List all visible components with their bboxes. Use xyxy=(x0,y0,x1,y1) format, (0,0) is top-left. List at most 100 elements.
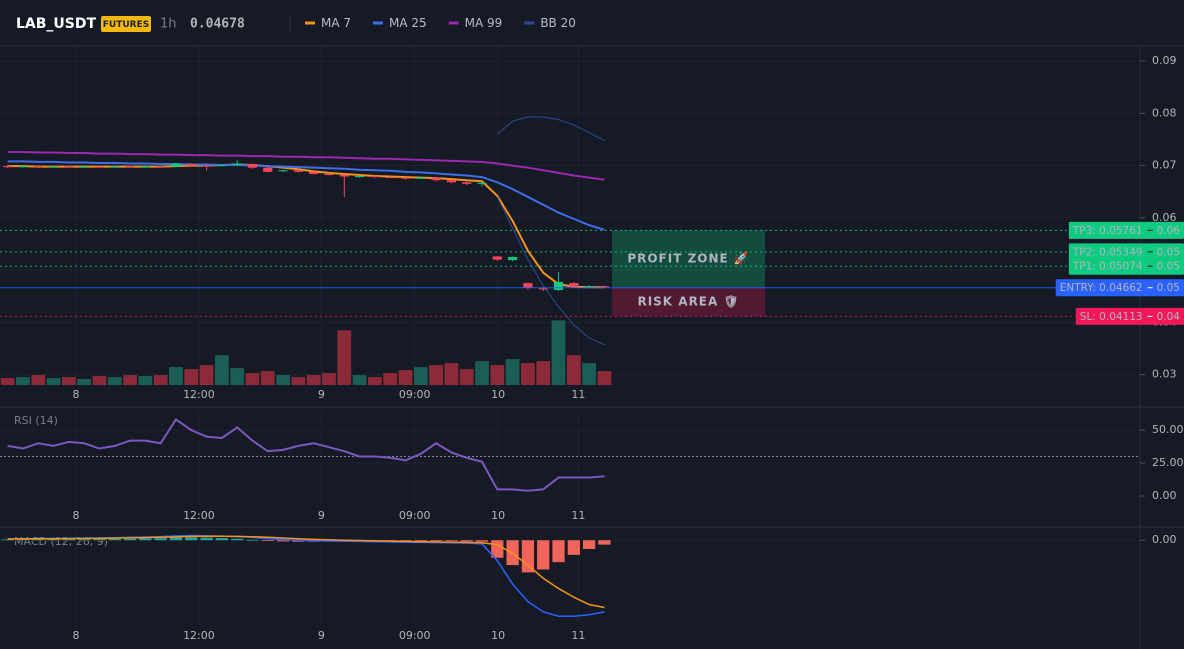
symbol[interactable]: LAB_USDT xyxy=(16,16,96,32)
volume-bar xyxy=(337,330,352,385)
level-label: TP1: 0.05074 xyxy=(1072,261,1143,273)
candle-body xyxy=(553,282,564,290)
candle-body xyxy=(462,182,472,184)
last-price: 0.04678 xyxy=(190,17,245,32)
histogram-bar xyxy=(185,537,198,541)
volume-bar xyxy=(31,375,46,385)
signal-line xyxy=(7,535,605,609)
interval[interactable]: 1h xyxy=(160,17,177,32)
candle-body xyxy=(48,166,59,168)
candle-body xyxy=(400,177,411,179)
candle-body xyxy=(492,256,502,260)
candle-body xyxy=(232,163,242,166)
legend-label[interactable]: BB 20 xyxy=(540,16,576,30)
x-tick-label: 12:00 xyxy=(183,388,215,401)
histogram-bar xyxy=(139,538,152,541)
y-tick-label: 0.06 xyxy=(1152,211,1177,224)
volume-bar xyxy=(123,375,137,385)
candle-body xyxy=(446,180,456,183)
volume-bar xyxy=(92,376,107,385)
candle-body xyxy=(247,164,258,168)
candle-body xyxy=(33,166,43,168)
candle-body xyxy=(64,166,74,168)
candle-body xyxy=(201,165,212,167)
level-tag[interactable] xyxy=(1068,243,1184,261)
candle-body xyxy=(584,286,594,288)
y-tick-label: 0.07 xyxy=(1152,159,1177,172)
legend-label[interactable]: MA 7 xyxy=(321,16,351,30)
candle-body xyxy=(370,176,380,178)
volume-bar xyxy=(368,377,382,385)
candle-body xyxy=(339,174,349,177)
volume-bar xyxy=(77,379,92,385)
candle-body xyxy=(156,166,166,168)
histogram-bar xyxy=(521,540,535,573)
legend-label[interactable]: MA 99 xyxy=(465,16,503,30)
macd-title: MACD (12, 26, 9) xyxy=(14,535,108,548)
y-tick-label: 0.00 xyxy=(1152,489,1177,502)
histogram-bar xyxy=(16,539,30,541)
volume-bar xyxy=(199,365,214,385)
candle-body xyxy=(217,165,227,167)
x-tick-label: 8 xyxy=(73,629,80,642)
level-axis-label: 0.06 xyxy=(1157,225,1181,237)
x-tick-label: 09:00 xyxy=(399,388,431,401)
candle-body xyxy=(186,164,196,166)
volume-bar xyxy=(597,371,612,385)
histogram-bar xyxy=(445,540,458,542)
volume-bar xyxy=(184,369,199,385)
volume-bar xyxy=(306,375,321,385)
volume-bar xyxy=(352,375,367,385)
histogram-bar xyxy=(123,538,137,541)
indicator-line xyxy=(496,116,605,141)
x-tick-label: 10 xyxy=(491,509,505,522)
volume-bar xyxy=(245,373,260,385)
volume-bar xyxy=(413,367,428,385)
x-tick-label: 12:00 xyxy=(183,629,215,642)
y-tick-label: 0.09 xyxy=(1152,54,1177,67)
volume-bar xyxy=(475,361,489,385)
volume-bar xyxy=(138,376,153,385)
volume-bar xyxy=(16,377,30,385)
y-tick-label: 0.00 xyxy=(1152,533,1177,546)
candle-body xyxy=(94,166,105,168)
indicator-line xyxy=(7,160,605,231)
histogram-bar xyxy=(475,540,489,542)
level-axis-label: 0.05 xyxy=(1157,282,1180,294)
y-tick-label: 0.08 xyxy=(1152,106,1177,119)
histogram-bar xyxy=(460,540,473,542)
candle-body xyxy=(416,177,426,179)
level-axis-label: 0.05 xyxy=(1157,246,1180,258)
indicator-line xyxy=(7,163,605,289)
histogram-bar xyxy=(47,539,60,541)
volume-bar xyxy=(260,371,275,385)
volume-bar xyxy=(0,378,15,385)
level-tag[interactable] xyxy=(1055,279,1184,297)
legend-label[interactable]: MA 25 xyxy=(389,16,427,30)
candle-body xyxy=(477,182,487,184)
candle-body xyxy=(599,286,610,288)
histogram-bar xyxy=(567,540,580,555)
candle-body xyxy=(110,166,120,168)
level-tag[interactable] xyxy=(1068,221,1184,239)
volume-bar xyxy=(536,361,551,385)
histogram-bar xyxy=(62,539,75,541)
candle-body xyxy=(263,167,273,172)
level-tag[interactable] xyxy=(1075,307,1184,325)
histogram-bar xyxy=(1,539,14,541)
volume-bar xyxy=(61,377,76,385)
histogram-bar xyxy=(200,537,213,541)
histogram-bar xyxy=(32,539,45,541)
level-tag[interactable] xyxy=(1068,257,1184,275)
volume-bar xyxy=(566,355,581,385)
zone-label: RISK AREA 🛡 xyxy=(637,295,739,309)
volume-bar xyxy=(459,369,474,385)
histogram-bar xyxy=(429,540,443,542)
histogram-bar xyxy=(169,537,183,541)
x-tick-label: 11 xyxy=(571,629,585,642)
x-tick-label: 9 xyxy=(318,629,325,642)
candle-body xyxy=(293,170,303,172)
indicator-line xyxy=(496,196,605,346)
volume-bar xyxy=(230,368,245,385)
